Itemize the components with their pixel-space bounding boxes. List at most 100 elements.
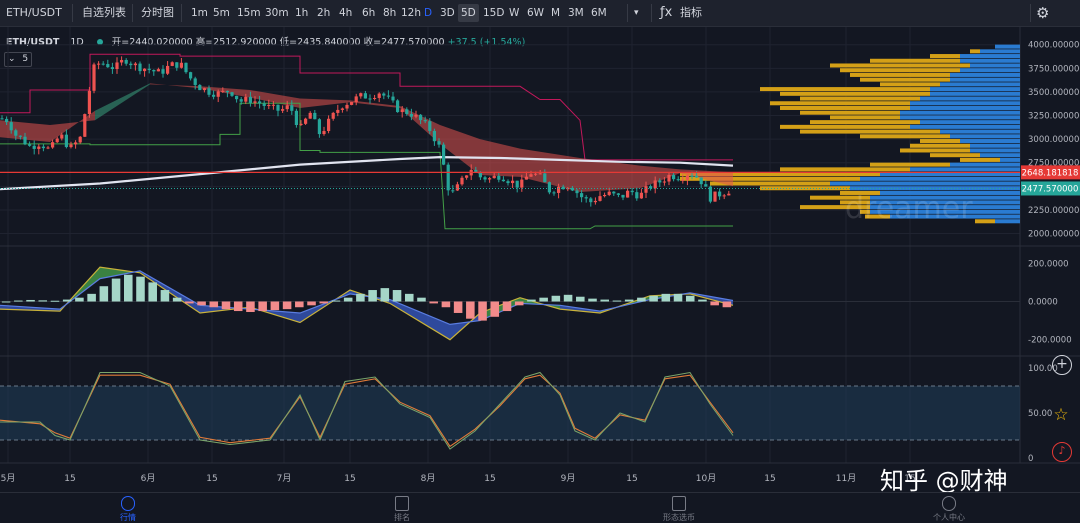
candle-body — [317, 119, 321, 135]
candle-body — [589, 198, 593, 203]
candle-body — [672, 174, 676, 180]
volume-profile-bar — [810, 195, 870, 200]
candle-body — [524, 176, 528, 180]
timeshare-button[interactable]: 分时图 — [141, 6, 174, 19]
candle-body — [327, 118, 331, 132]
candle-body — [446, 164, 450, 191]
volume-profile-bar — [710, 181, 830, 186]
macd-histogram-bar — [1, 301, 11, 303]
macd-histogram-bar — [710, 301, 719, 306]
macd-histogram-bar — [563, 294, 573, 302]
time-tick-label: 15 — [64, 474, 75, 484]
candle-body — [465, 175, 469, 178]
chart-pie-icon — [121, 496, 135, 511]
time-tick-label: 15 — [484, 474, 495, 484]
timeframe-8h[interactable]: 8h — [383, 7, 397, 19]
timeframe-1h[interactable]: 1h — [295, 7, 309, 19]
macd-histogram-bar — [50, 300, 60, 302]
volume-profile-bar — [890, 214, 1020, 219]
candle-body — [60, 134, 64, 139]
candle-body — [230, 92, 234, 96]
candle-body — [345, 104, 349, 109]
price-tick-label: 3000.000000 — [1028, 135, 1080, 145]
candle-body — [350, 102, 354, 105]
time-tick-label: 15 — [626, 474, 637, 484]
candle-body — [74, 142, 78, 145]
zoom-plus-icon[interactable]: + — [1052, 355, 1072, 375]
toolbar-divider — [627, 4, 628, 22]
macd-histogram-bar — [26, 299, 35, 302]
timeframe-W[interactable]: W — [509, 7, 520, 19]
candle-body — [304, 118, 308, 124]
indicator-toggle[interactable]: ⌄ 5 — [4, 52, 32, 67]
nav-ranking[interactable]: 排名 — [384, 493, 420, 523]
price-tick-label: 2250.000000 — [1028, 206, 1080, 216]
timeframe-more-icon[interactable]: ▾ — [634, 8, 639, 18]
pattern-doc-icon — [672, 496, 686, 511]
candle-body — [120, 59, 124, 63]
chart-area[interactable]: 4000.000000 3750.000000 3500.000000 3250.00… — [0, 27, 1080, 492]
timeframe-2h[interactable]: 2h — [317, 7, 331, 19]
legend-low: 低=2435.840000 — [279, 37, 361, 48]
candle-body — [377, 93, 381, 98]
candle-body — [511, 180, 515, 184]
candle-body — [18, 135, 22, 137]
nav-market[interactable]: 行情 — [110, 493, 146, 523]
legend-change-pct: (+1.54%) — [479, 37, 526, 48]
toolbar-divider — [1030, 4, 1031, 22]
candle-body — [313, 112, 317, 120]
settings-gear-icon[interactable]: ⚙ — [1036, 4, 1050, 22]
timeframe-5m[interactable]: 5m — [213, 7, 230, 19]
macd-histogram-bar — [649, 295, 658, 302]
timeframe-6h[interactable]: 6h — [362, 7, 376, 19]
volume-profile-bar — [930, 87, 1020, 92]
nav-pattern[interactable]: 形态选币 — [654, 493, 704, 523]
candle-body — [529, 174, 533, 177]
volume-profile-bar — [910, 105, 1020, 110]
candle-body — [708, 186, 712, 202]
volume-profile-bar — [780, 124, 910, 129]
legend-interval: 1D — [70, 37, 84, 48]
timeframe-5D[interactable]: 5D — [458, 4, 479, 22]
timeframe-30m[interactable]: 30m — [265, 7, 289, 19]
legend-open: 开=2440.020000 — [111, 37, 193, 48]
watchlist-button[interactable]: 自选列表 — [82, 6, 126, 19]
alert-bell-icon[interactable]: ♪ — [1052, 442, 1072, 462]
timeframe-3D[interactable]: 3D — [440, 7, 455, 19]
candle-body — [299, 123, 303, 126]
candle-body — [106, 64, 110, 68]
timeframe-15D[interactable]: 15D — [483, 7, 505, 19]
timeframe-15m[interactable]: 15m — [237, 7, 261, 19]
timeframe-4h[interactable]: 4h — [339, 7, 353, 19]
time-tick-label: 10月 — [696, 473, 716, 484]
timeframe-12h[interactable]: 12h — [401, 7, 422, 19]
indicators-button[interactable]: 指标 — [680, 6, 702, 19]
oscillator-tick-label: 50.00 — [1028, 409, 1052, 419]
timeframe-6M[interactable]: 6M — [591, 7, 607, 19]
volume-profile-bar — [960, 54, 1020, 59]
symbol-selector[interactable]: ETH/USDT — [6, 6, 62, 19]
timeframe-M[interactable]: M — [551, 7, 561, 19]
timeframe-3M[interactable]: 3M — [568, 7, 584, 19]
volume-profile-bar — [960, 139, 1020, 144]
favorite-star-icon[interactable]: ☆ — [1053, 405, 1069, 425]
candle-body — [704, 184, 708, 187]
volume-profile-bar — [680, 176, 860, 181]
timeframe-1m[interactable]: 1m — [191, 7, 208, 19]
volume-profile-bar — [830, 63, 970, 68]
indicator-count: 5 — [22, 54, 29, 64]
timeframe-D[interactable]: D — [424, 7, 433, 19]
macd-histogram-bar — [148, 282, 157, 302]
volume-profile-bar — [830, 181, 1020, 186]
indicator-icon[interactable]: ƒx — [660, 5, 673, 20]
nav-profile[interactable]: 个人中心 — [926, 493, 972, 523]
candle-body — [649, 186, 653, 189]
volume-profile-bar — [960, 68, 1020, 73]
candle-body — [501, 179, 505, 182]
candle-body — [175, 62, 179, 68]
macd-histogram-bar — [75, 297, 84, 302]
timeframe-6W[interactable]: 6W — [527, 7, 545, 19]
macd-histogram-bar — [246, 301, 255, 313]
nav-profile-label: 个人中心 — [933, 513, 965, 522]
macd-histogram-bar — [392, 290, 402, 302]
